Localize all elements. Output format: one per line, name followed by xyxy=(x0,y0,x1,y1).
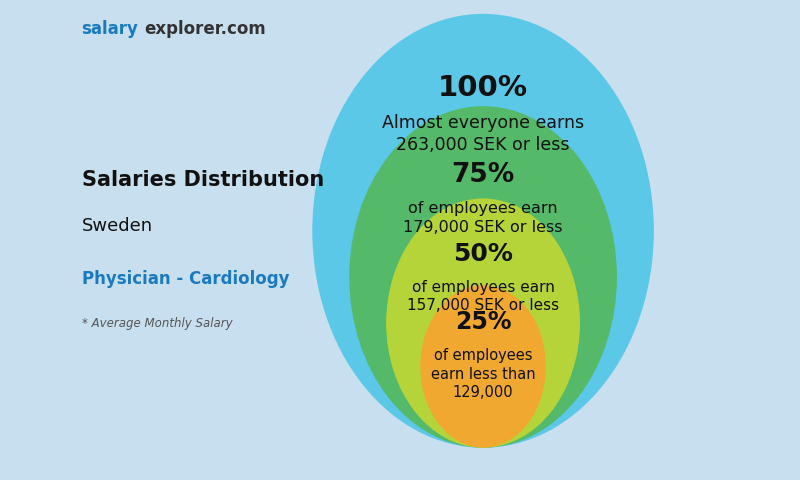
Text: 50%: 50% xyxy=(453,242,513,266)
Ellipse shape xyxy=(312,14,654,448)
Text: * Average Monthly Salary: * Average Monthly Salary xyxy=(82,317,232,330)
Text: Almost everyone earns
263,000 SEK or less: Almost everyone earns 263,000 SEK or les… xyxy=(382,114,584,154)
Text: 100%: 100% xyxy=(438,74,528,102)
Text: salary: salary xyxy=(82,20,138,38)
Text: explorer.com: explorer.com xyxy=(144,20,266,38)
Text: 75%: 75% xyxy=(451,162,514,188)
Text: Salaries Distribution: Salaries Distribution xyxy=(82,170,324,190)
Text: of employees earn
157,000 SEK or less: of employees earn 157,000 SEK or less xyxy=(407,280,559,313)
Text: of employees
earn less than
129,000: of employees earn less than 129,000 xyxy=(430,348,535,400)
Ellipse shape xyxy=(350,106,617,448)
Text: Sweden: Sweden xyxy=(82,217,153,235)
Text: Physician - Cardiology: Physician - Cardiology xyxy=(82,270,289,288)
Ellipse shape xyxy=(386,198,580,448)
Ellipse shape xyxy=(420,285,546,448)
Text: of employees earn
179,000 SEK or less: of employees earn 179,000 SEK or less xyxy=(403,201,563,235)
Text: 25%: 25% xyxy=(455,310,511,334)
